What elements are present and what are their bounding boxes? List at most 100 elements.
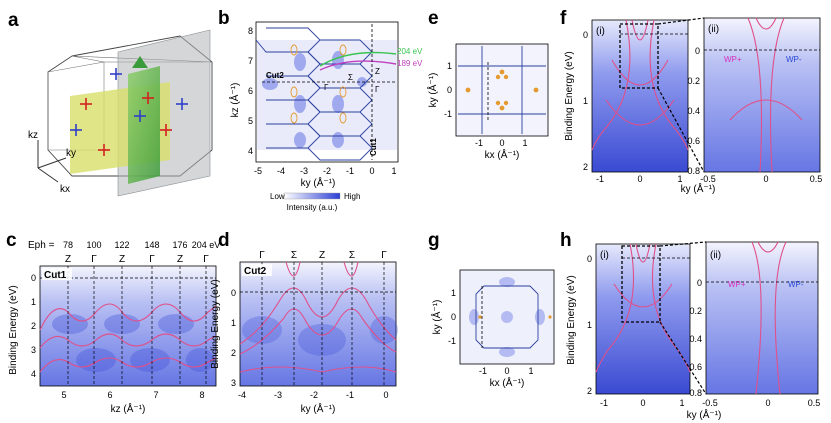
svg-text:-0.5: -0.5	[702, 398, 718, 408]
svg-text:Z: Z	[65, 254, 71, 265]
svg-text:0: 0	[765, 398, 770, 408]
green-plane	[128, 66, 160, 184]
svg-text:1: 1	[31, 297, 36, 307]
svg-text:Z: Z	[119, 254, 125, 265]
panel-label-b: b	[218, 8, 230, 29]
svg-text:Γ: Γ	[259, 250, 265, 261]
svg-text:5: 5	[61, 390, 66, 400]
panel-h: h (i) 0 1 2 -1 0 1 Binding Energy (eV)	[560, 230, 820, 421]
svg-text:5: 5	[248, 116, 253, 126]
svg-text:100: 100	[86, 240, 101, 250]
d-xlabel: ky (Å⁻¹)	[301, 402, 336, 415]
colorbar-caption: Intensity (a.u.)	[287, 203, 338, 212]
f-wp-plus: WP+	[724, 55, 742, 64]
svg-text:Γ: Γ	[91, 254, 97, 265]
c-xlabel: kz (Å⁻¹)	[111, 402, 146, 415]
h-ylabel: Binding Energy (eV)	[566, 275, 577, 365]
svg-text:Σ: Σ	[349, 250, 355, 261]
svg-text:0: 0	[763, 174, 768, 184]
f-sub-ii: (ii)	[708, 24, 719, 35]
svg-text:0.8: 0.8	[687, 166, 700, 176]
f-xlabel: ky (Å⁻¹)	[681, 182, 716, 195]
panel-c: c Eph = 78 100 122 148 176 204 eV Z Γ Z …	[6, 230, 220, 415]
svg-text:1: 1	[583, 96, 588, 106]
svg-text:0: 0	[587, 254, 592, 264]
svg-text:Z: Z	[319, 250, 325, 261]
e-bz-lines	[458, 46, 546, 134]
c-cut-label: Cut1	[44, 270, 67, 281]
e-pockets	[465, 69, 539, 111]
svg-text:-1: -1	[479, 366, 487, 376]
b-ylabel: kz (Å⁻¹)	[228, 83, 241, 118]
svg-text:-5: -5	[254, 166, 262, 176]
kz-ky-map	[255, 24, 397, 161]
h-i-zoom-box	[621, 245, 661, 323]
panel-label-e: e	[428, 8, 439, 29]
panel-b: b	[218, 8, 423, 212]
svg-text:0.4: 0.4	[687, 106, 700, 116]
svg-text:0: 0	[451, 312, 456, 322]
svg-text:-3: -3	[274, 390, 282, 400]
svg-text:0: 0	[447, 85, 452, 95]
svg-text:Γ: Γ	[149, 254, 155, 265]
svg-text:0: 0	[231, 288, 236, 298]
c-intensity-blobs	[52, 314, 214, 372]
svg-text:6: 6	[107, 390, 112, 400]
axis-ky: ky	[66, 148, 76, 159]
e-xlabel: kx (Å⁻¹)	[485, 148, 520, 161]
svg-text:Σ: Σ	[291, 250, 297, 261]
svg-text:-1: -1	[444, 109, 452, 119]
d-points: Γ Σ Z Σ Γ	[259, 250, 387, 261]
colorbar-high: High	[344, 192, 360, 201]
svg-text:0: 0	[499, 138, 504, 148]
svg-text:2: 2	[587, 386, 592, 396]
point-gamma-1: Γ	[324, 83, 329, 92]
svg-text:0.8: 0.8	[689, 388, 702, 398]
svg-text:Γ: Γ	[381, 250, 387, 261]
panel-label-f: f	[560, 8, 567, 29]
colorbar	[283, 192, 341, 200]
label-189ev: 189 eV	[397, 59, 423, 68]
point-sigma: Σ	[348, 73, 353, 82]
f-wp-minus: WP-	[786, 55, 802, 64]
brillouin-zone-3d	[47, 29, 213, 197]
cut1-label: Cut1	[369, 138, 378, 156]
h-sub-ii: (ii)	[710, 250, 721, 261]
point-z: Z	[375, 67, 380, 76]
panel-f: f (i) 0 1 2 -1 0 1 Binding Energy (eV)	[560, 8, 822, 195]
g-xlabel: kx (Å⁻¹)	[490, 376, 525, 389]
b-xlabel: ky (Å⁻¹)	[301, 176, 336, 189]
svg-text:-2: -2	[310, 390, 318, 400]
svg-text:1: 1	[391, 166, 396, 176]
svg-text:0: 0	[695, 46, 700, 56]
f-i-zoom-box	[619, 23, 659, 89]
panel-label-h: h	[560, 230, 572, 251]
d-vertical-cuts	[261, 262, 385, 386]
svg-text:1: 1	[528, 366, 533, 376]
svg-text:0.4: 0.4	[689, 334, 702, 344]
h-wp-plus: WP+	[728, 280, 746, 289]
svg-text:0: 0	[31, 273, 36, 283]
point-gamma-2: Γ	[375, 85, 380, 94]
svg-text:0.2: 0.2	[687, 76, 700, 86]
panel-g: g -1 0 1 1 0 -1 kx (Å⁻¹) ky (Å⁻¹)	[428, 230, 555, 389]
panel-label-a: a	[8, 10, 19, 31]
svg-text:0.5: 0.5	[808, 398, 821, 408]
svg-text:6: 6	[248, 86, 253, 96]
panel-e: e -1 0 1 1 0 -1 kx (Å⁻¹) ky (Å⁻¹)	[426, 8, 549, 161]
svg-text:1: 1	[522, 138, 527, 148]
svg-text:7: 7	[153, 390, 158, 400]
svg-text:2: 2	[31, 321, 36, 331]
c-vertical-cuts	[67, 266, 207, 386]
svg-text:0.2: 0.2	[689, 306, 702, 316]
b-yticks: 4 5 6 7 8	[248, 26, 253, 156]
label-204ev: 204 eV	[397, 47, 423, 56]
svg-text:148: 148	[144, 240, 159, 250]
c-ylabel: Binding Energy (eV)	[8, 285, 19, 375]
svg-text:3: 3	[31, 345, 36, 355]
d-cut-label: Cut2	[244, 266, 267, 277]
svg-text:-4: -4	[277, 166, 285, 176]
svg-text:-3: -3	[300, 166, 308, 176]
svg-text:0: 0	[583, 30, 588, 40]
